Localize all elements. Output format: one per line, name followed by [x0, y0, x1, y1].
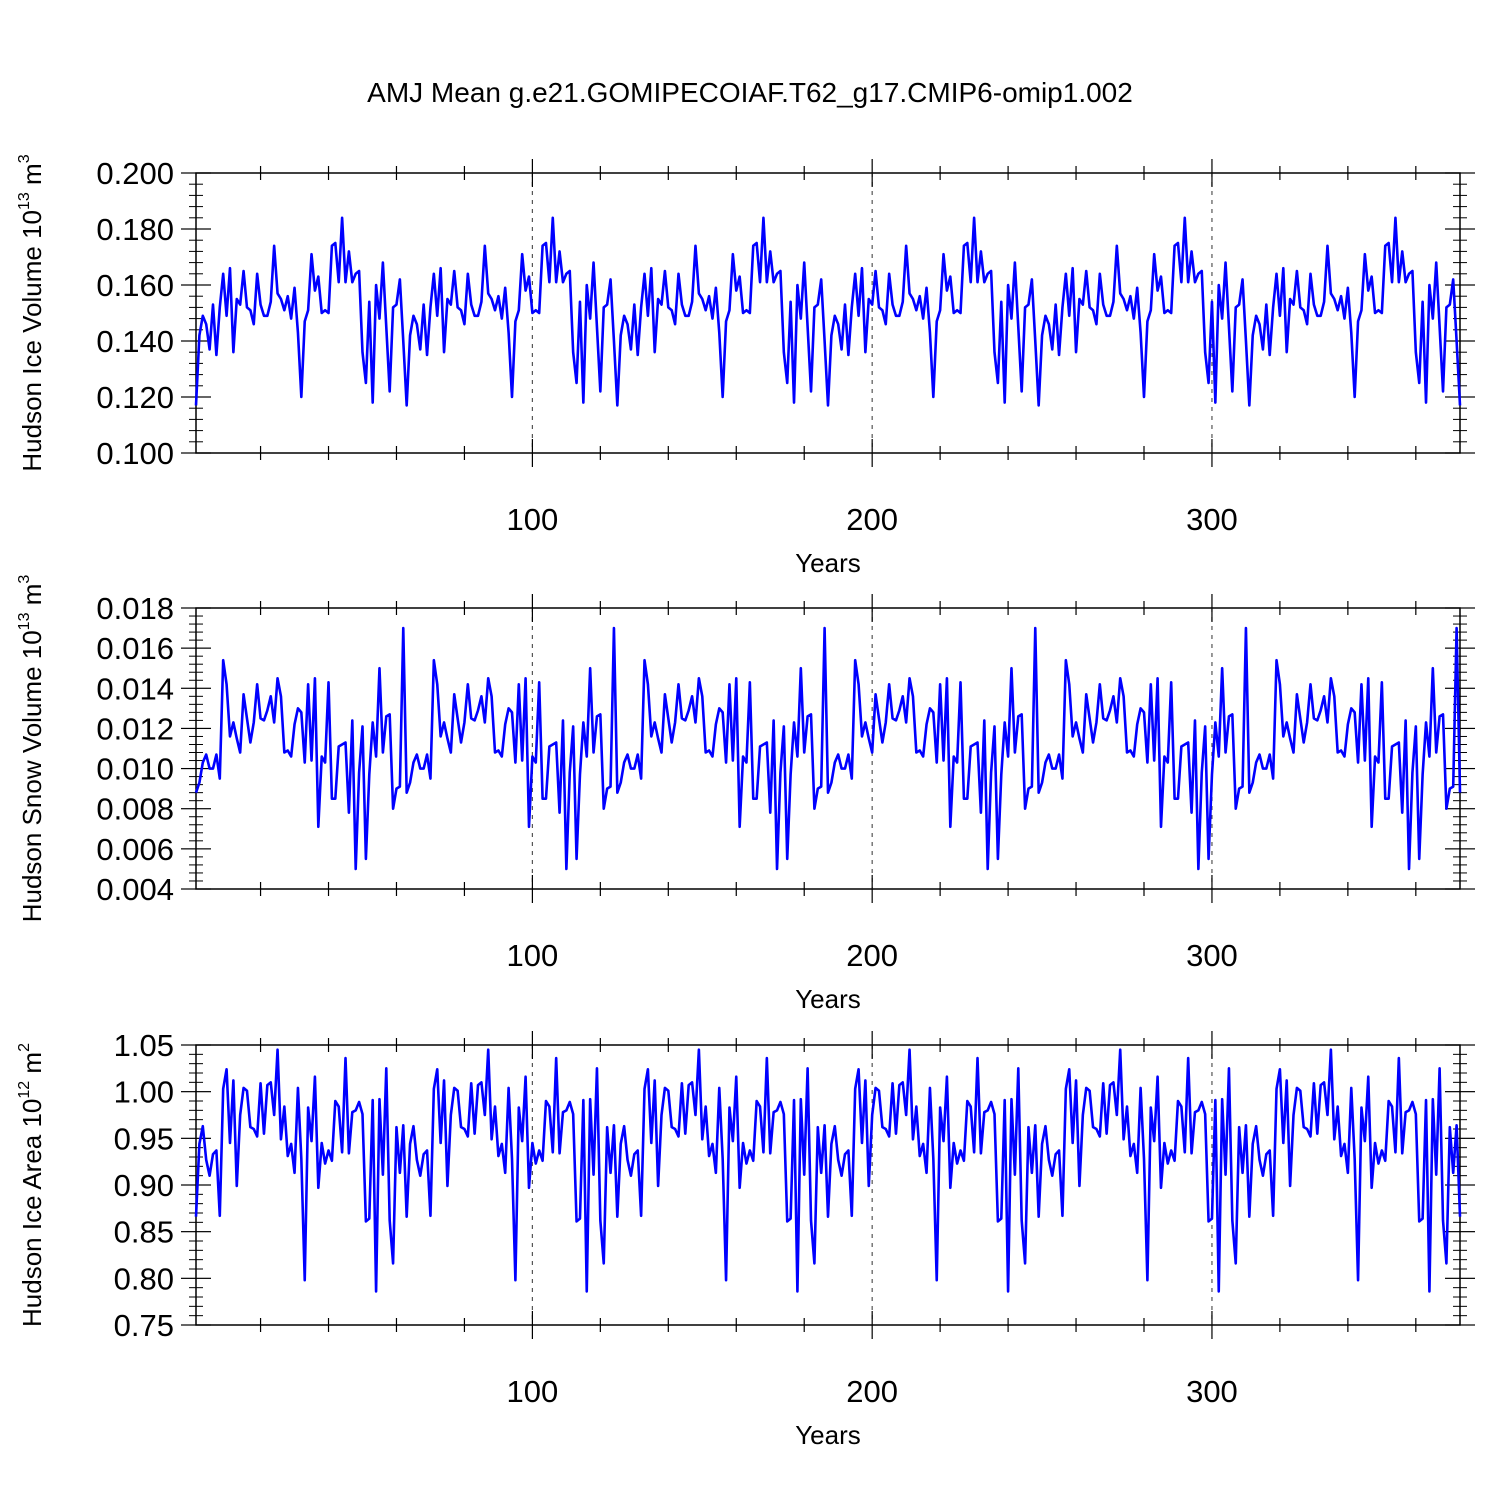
x-tick-label: 100	[507, 1374, 559, 1409]
y-tick-label: 0.018	[96, 591, 174, 626]
x-tick-label: 200	[846, 1374, 898, 1409]
y-axis-label: Hudson Ice Area 1012 m2	[16, 1043, 47, 1327]
y-tick-label: 0.014	[96, 671, 174, 706]
x-tick-label: 300	[1186, 938, 1238, 973]
x-tick-label: 100	[507, 502, 559, 537]
y-tick-label: 0.120	[96, 380, 174, 415]
x-tick-label: 100	[507, 938, 559, 973]
chart-panel-2: 0.004 0.006 0.008 0.010 0.012 0.014 0.016 0.018…	[16, 575, 1475, 1014]
x-axis-label: Years	[795, 1420, 861, 1450]
data-series-line	[194, 216, 1462, 407]
y-tick-label: 0.95	[114, 1121, 174, 1156]
y-tick-label: 0.200	[96, 156, 174, 191]
y-tick-label: 0.010	[96, 752, 174, 787]
y-axis-label: Hudson Ice Volume 1013 m3	[16, 154, 47, 471]
figure-title: AMJ Mean g.e21.GOMIPECOIAF.T62_g17.CMIP6…	[367, 77, 1133, 108]
chart-panel-3: 0.75 0.80 0.85 0.90 0.95 1.00 1.05 100 200 300 Yea…	[16, 1028, 1475, 1450]
plot-frame	[195, 172, 1461, 454]
x-axis-label: Years	[795, 548, 861, 578]
y-tick-label: 0.100	[96, 436, 174, 471]
x-tick-label: 200	[846, 938, 898, 973]
y-tick-label: 0.160	[96, 268, 174, 303]
y-tick-label: 1.00	[114, 1075, 174, 1110]
y-tick-label: 1.05	[114, 1028, 174, 1063]
x-tick-label: 300	[1186, 502, 1238, 537]
y-tick-label: 0.90	[114, 1168, 174, 1203]
data-series-line	[194, 626, 1462, 871]
y-tick-label: 0.180	[96, 212, 174, 247]
y-tick-label: 0.140	[96, 324, 174, 359]
data-series-line	[194, 1048, 1462, 1293]
y-tick-label: 0.016	[96, 631, 174, 666]
x-axis-label: Years	[795, 984, 861, 1014]
y-tick-label: 0.75	[114, 1308, 174, 1343]
y-tick-label: 0.80	[114, 1261, 174, 1296]
y-tick-label: 0.85	[114, 1215, 174, 1250]
x-tick-label: 200	[846, 502, 898, 537]
y-tick-label: 0.006	[96, 832, 174, 867]
y-tick-label: 0.004	[96, 872, 174, 907]
y-tick-label: 0.008	[96, 792, 174, 827]
chart-panel-1: 0.100 0.120 0.140 0.160 0.180 0.200 100 200 300 Y…	[16, 154, 1475, 578]
chart-panels: 0.100 0.120 0.140 0.160 0.180 0.200 100 200 300 Y…	[16, 154, 1475, 1450]
x-tick-label: 300	[1186, 1374, 1238, 1409]
y-axis-label: Hudson Snow Volume 1013 m3	[16, 575, 47, 923]
y-tick-label: 0.012	[96, 711, 174, 746]
